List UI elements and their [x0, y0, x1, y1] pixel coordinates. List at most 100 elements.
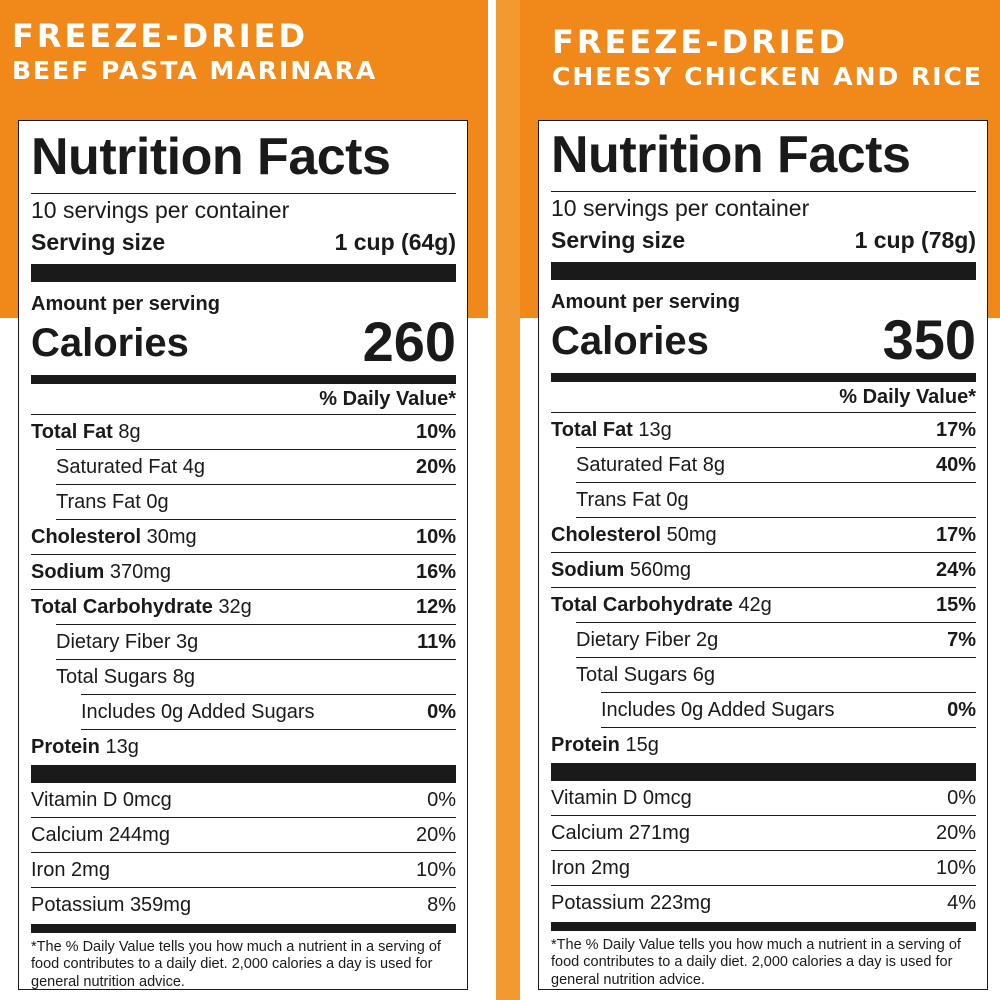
- vitamin-row-iron: Iron 2mg 10%: [31, 853, 456, 888]
- nutrient-amount: 13g: [638, 419, 672, 442]
- nutrient-name: Cholesterol 50mg: [551, 525, 717, 545]
- product-header-right: FREEZE-DRIED CHEESY CHICKEN AND RICE: [552, 26, 983, 89]
- row-divider: [576, 446, 976, 448]
- row-divider: [576, 621, 976, 623]
- vitamin-row-potassium: Potassium 223mg 4%: [551, 886, 976, 921]
- row-divider: [81, 728, 456, 730]
- product-header-line2: CHEESY CHICKEN AND RICE: [552, 62, 983, 91]
- nutrient-name: Saturated Fat 8g: [576, 455, 725, 475]
- nutrient-label: Saturated Fat: [576, 454, 698, 477]
- vitamin-amount: 0mcg: [642, 787, 692, 810]
- row-divider: [576, 516, 976, 518]
- row-divider: [31, 588, 456, 590]
- nutrient-row-total-carbohydrate: Total Carbohydrate 32g 12%: [31, 590, 456, 625]
- nutrient-name: Dietary Fiber 3g: [56, 632, 198, 652]
- vitamin-label: Iron: [31, 859, 66, 882]
- nutrient-row-protein: Protein 15g: [551, 728, 976, 763]
- row-divider: [551, 586, 976, 588]
- row-divider: [576, 656, 976, 658]
- nutrient-row-saturated-fat: Saturated Fat 8g 40%: [576, 448, 976, 483]
- nutrient-label: Total Sugars: [56, 666, 168, 689]
- nutrient-row-saturated-fat: Saturated Fat 4g 20%: [56, 450, 456, 485]
- nutrition-panel-right: Nutrition Facts 10 servings per containe…: [538, 120, 988, 990]
- nutrient-amount: 560mg: [629, 559, 692, 582]
- nutrient-label: Includes 0g Added Sugars: [81, 701, 315, 724]
- row-divider: [551, 551, 976, 553]
- vitamin-name: Iron 2mg: [551, 858, 630, 878]
- daily-value-header: % Daily Value*: [839, 386, 976, 408]
- nutrition-facts-title: Nutrition Facts: [31, 128, 391, 186]
- nutrient-name: Total Carbohydrate 42g: [551, 595, 772, 615]
- divider: [31, 193, 456, 194]
- nutrient-amount: 2g: [696, 629, 719, 652]
- divider: [31, 414, 456, 415]
- nutrient-row-protein: Protein 13g: [31, 730, 456, 765]
- nutrient-row-includes-0g-added-sugars: Includes 0g Added Sugars 0%: [601, 693, 976, 728]
- nutrient-label: Dietary Fiber: [576, 629, 691, 652]
- calories-label: Calories: [31, 321, 189, 365]
- nutrient-label: Sodium: [31, 561, 105, 584]
- nutrient-daily-value: 10%: [415, 526, 456, 549]
- vitamin-daily-value: 8%: [427, 894, 456, 917]
- row-divider: [31, 816, 456, 818]
- nutrient-row-trans-fat: Trans Fat 0g: [56, 485, 456, 520]
- nutrient-row-total-sugars: Total Sugars 6g: [576, 658, 976, 693]
- nutrient-amount: 13g: [105, 736, 139, 759]
- vitamin-row-vitamin-d: Vitamin D 0mcg 0%: [31, 783, 456, 818]
- nutrient-row-cholesterol: Cholesterol 30mg 10%: [31, 520, 456, 555]
- calories-label: Calories: [551, 319, 709, 363]
- nutrient-daily-value: 17%: [935, 419, 976, 442]
- nutrient-name: Total Carbohydrate 32g: [31, 597, 252, 617]
- nutrient-label: Cholesterol: [551, 524, 662, 547]
- row-divider: [31, 553, 456, 555]
- nutrient-name: Protein 15g: [551, 735, 659, 755]
- vitamin-row-calcium: Calcium 244mg 20%: [31, 818, 456, 853]
- divider: [551, 191, 976, 192]
- vitamin-daily-value: 20%: [935, 822, 976, 845]
- nutrient-amount: 50mg: [666, 524, 717, 547]
- divider: [551, 412, 976, 413]
- row-divider: [31, 851, 456, 853]
- vitamin-label: Calcium: [31, 824, 104, 847]
- vitamin-name: Vitamin D 0mcg: [31, 790, 172, 810]
- vitamin-daily-value: 0%: [947, 787, 976, 810]
- nutrient-row-total-carbohydrate: Total Carbohydrate 42g 15%: [551, 588, 976, 623]
- product-header-left: FREEZE-DRIED BEEF PASTA MARINARA: [12, 20, 377, 83]
- nutrient-name: Trans Fat 0g: [576, 490, 689, 510]
- vitamin-label: Vitamin D: [551, 787, 638, 810]
- vitamin-label: Potassium: [31, 894, 125, 917]
- vitamin-name: Iron 2mg: [31, 860, 110, 880]
- serving-size-label: Serving size: [551, 227, 686, 253]
- nutrient-daily-value: 20%: [415, 456, 456, 479]
- vitamin-daily-value: 10%: [935, 857, 976, 880]
- thick-divider: [31, 264, 456, 282]
- vitamin-label: Calcium: [551, 822, 624, 845]
- vitamin-label: Iron: [551, 857, 586, 880]
- center-divider: [488, 0, 520, 1000]
- medium-divider: [31, 375, 456, 384]
- nutrient-name: Sodium 560mg: [551, 560, 691, 580]
- calories-value: 260: [362, 310, 456, 373]
- vitamin-daily-value: 20%: [415, 824, 456, 847]
- nutrient-name: Dietary Fiber 2g: [576, 630, 718, 650]
- row-divider: [551, 814, 976, 816]
- nutrient-amount: 8g: [702, 454, 725, 477]
- nutrient-label: Cholesterol: [31, 526, 142, 549]
- vitamin-amount: 2mg: [591, 857, 630, 880]
- thick-divider: [551, 262, 976, 280]
- nutrient-name: Cholesterol 30mg: [31, 527, 197, 547]
- nutrient-daily-value: 10%: [415, 421, 456, 444]
- amount-per-serving: Amount per serving: [551, 291, 740, 313]
- servings-per-container: 10 servings per container: [31, 197, 290, 223]
- nutrient-daily-value: 16%: [415, 561, 456, 584]
- row-divider: [601, 726, 976, 728]
- nutrient-daily-value: 17%: [935, 524, 976, 547]
- nutrient-name: Total Fat 13g: [551, 420, 672, 440]
- nutrition-facts-title: Nutrition Facts: [551, 126, 911, 184]
- thick-divider: [31, 765, 456, 783]
- nutrient-name: Trans Fat 0g: [56, 492, 169, 512]
- row-divider: [601, 691, 976, 693]
- vitamin-amount: 244mg: [108, 824, 170, 847]
- row-divider: [56, 518, 456, 520]
- nutrient-daily-value: 40%: [935, 454, 976, 477]
